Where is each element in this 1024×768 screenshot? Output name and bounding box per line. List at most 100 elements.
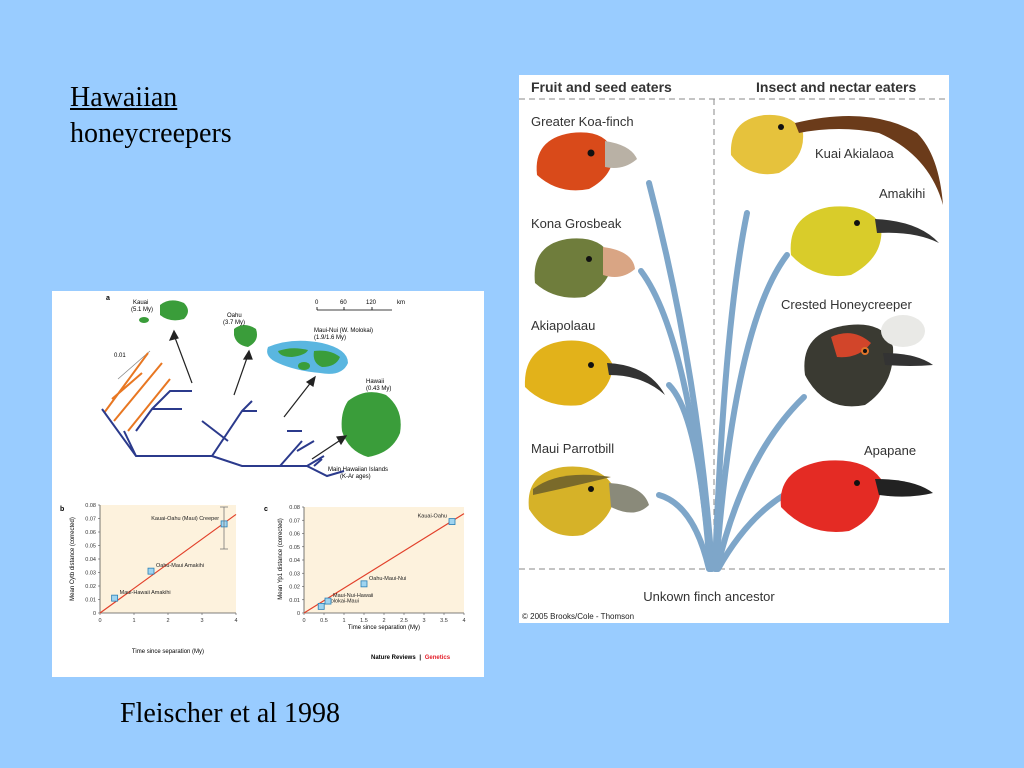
y-tick-label: 0.08 — [289, 505, 300, 511]
main-islands-label-2: (K-Ar ages) — [340, 474, 371, 480]
chart-c-ylabel: Mean Yp1 distance (corrected) — [278, 518, 284, 600]
island-mauinui-name: Maui-Nui (W. Molokai) — [314, 328, 373, 334]
fit-line — [99, 513, 237, 614]
island-hawaii-age: (0.43 My) — [366, 386, 391, 392]
data-point — [147, 567, 155, 575]
x-tick-label: 4 — [234, 618, 237, 624]
x-tick-label: 1 — [342, 618, 345, 624]
slide-title: Hawaiian honeycreepers — [70, 80, 232, 152]
main-islands-label-1: Main Hawaiian Islands — [328, 467, 388, 473]
x-tick-label: 1.5 — [360, 618, 368, 624]
x-tick-label: 0 — [302, 618, 305, 624]
chart-c-xlabel: Time since separation (My) — [348, 625, 420, 631]
bird-label-apapane: Apapane — [864, 443, 916, 458]
y-tick-label: 0.07 — [85, 517, 96, 523]
title-line-1: Hawaiian — [70, 82, 178, 113]
x-tick-label: 2.5 — [400, 618, 408, 624]
data-point-label: Kauai-Oahu — [418, 514, 447, 520]
chart-b-plot-area — [100, 505, 236, 613]
island-hawaii-shape — [341, 392, 401, 457]
header-insect-nectar: Insect and nectar eaters — [756, 79, 917, 95]
panel-c-label: c — [264, 506, 268, 513]
x-tick-label: 3 — [200, 618, 203, 624]
bird-kona-grosbeak — [534, 238, 635, 298]
y-tick-label: 0.06 — [85, 530, 96, 536]
tree-scale-label: 0.01 — [114, 353, 126, 359]
x-tick-label: 3.5 — [440, 618, 448, 624]
header-fruit-seed: Fruit and seed eaters — [531, 79, 672, 95]
y-tick-label: 0.03 — [289, 571, 300, 577]
km-scale-120: 120 — [366, 300, 377, 306]
x-tick-label: 2 — [382, 618, 385, 624]
island-oahu-age: (3.7 My) — [223, 320, 245, 326]
km-scale-unit: km — [397, 300, 405, 306]
chart-c-axes: 0 0.01 0.02 0.03 0.04 0.05 0.06 0.07 0.08 0 0.5 1 1.… — [289, 505, 465, 624]
x-tick-label: 4 — [462, 618, 465, 624]
tree-orange-branches — [103, 352, 171, 432]
data-point — [317, 602, 325, 610]
x-tick-label: 2 — [166, 618, 169, 624]
bird-radiation-figure: Fruit and seed eaters Insect and nectar … — [519, 75, 949, 623]
y-tick-label: 0 — [297, 611, 300, 617]
bird-label-akiapolaau: Akiapolaau — [531, 318, 595, 333]
data-point — [448, 518, 456, 525]
fit-line — [303, 513, 465, 614]
bird-label-maui-parrotbill: Maui Parrotbill — [531, 441, 614, 456]
bird-label-amakihi: Amakihi — [879, 186, 925, 201]
x-tick-label: 3 — [422, 618, 425, 624]
island-niihau-shape — [139, 317, 149, 323]
chart-b-axes: 0 0.01 0.02 0.03 0.04 0.05 0.06 0.07 0.08 0 1 2 3 4 — [85, 503, 237, 624]
radiation-branches — [638, 180, 807, 572]
bird-kuai-akialaoa — [730, 114, 943, 205]
journal-name: Nature Reviews — [371, 655, 416, 661]
island-mauinui-age: (1.9/1.6 My) — [314, 335, 346, 341]
island-kauai-name: Kauai — [133, 300, 148, 306]
x-tick-label: 0.5 — [320, 618, 328, 624]
bird-radiation-svg: Fruit and seed eaters Insect and nectar … — [519, 79, 949, 621]
ancestor-label: Unkown finch ancestor — [643, 589, 775, 604]
island-kauai-shape — [160, 300, 188, 321]
bird-apapane — [780, 460, 933, 532]
data-point-label: Maui-Nui-Hawaii — [333, 593, 373, 599]
island-kauai-age: (5.1 My) — [131, 307, 153, 313]
tree-navy-branches — [101, 390, 345, 478]
phylogeny-figure: a Kauai (5.1 My) Oahu (3.7 My) Maui-Nui … — [52, 291, 484, 677]
bird-amakihi — [790, 206, 939, 277]
data-point-label: Oahu-Maui Amakihi — [156, 563, 204, 569]
panel-b-label: b — [60, 506, 64, 513]
y-tick-label: 0.05 — [85, 544, 96, 550]
y-tick-label: 0.05 — [289, 545, 300, 551]
copyright-label: © 2005 Brooks/Cole - Thomson — [522, 612, 634, 621]
chart-c-plot-area — [304, 507, 464, 613]
x-tick-label: 1 — [132, 618, 135, 624]
y-tick-label: 0.07 — [289, 518, 300, 524]
x-tick-label: 0 — [98, 618, 101, 624]
slide-caption: Fleischer et al 1998 — [120, 698, 341, 729]
chart-b-ylabel: Mean Cytb distance (corrected) — [70, 517, 76, 601]
y-tick-label: 0.03 — [85, 571, 96, 577]
data-point — [324, 597, 332, 605]
bird-greater-koa-finch — [536, 132, 637, 191]
island-molokai-shape — [278, 348, 308, 357]
bird-crested-honeycreeper — [804, 315, 933, 407]
island-maui-shape — [313, 350, 340, 367]
tree-scale-bar — [117, 350, 151, 380]
y-tick-label: 0.02 — [289, 585, 300, 591]
data-point-label: Maui-Hawaii Amakihi — [120, 590, 171, 596]
chart-c: 0 0.01 0.02 0.03 0.04 0.05 0.06 0.07 0.08 0 0.5 1 1.… — [278, 505, 466, 631]
y-tick-label: 0 — [93, 611, 96, 617]
data-point-label: Molokai-Maui — [326, 598, 359, 604]
journal-separator: | — [419, 655, 421, 661]
y-tick-label: 0.01 — [289, 598, 300, 604]
title-line-2: honeycreepers — [70, 118, 232, 149]
island-arrows — [168, 329, 348, 460]
bird-maui-parrotbill — [528, 466, 649, 536]
journal-footer: Nature Reviews | Genetics — [371, 655, 451, 661]
bird-label-kona-grosbeak: Kona Grosbeak — [531, 216, 622, 231]
island-hawaii-name: Hawaii — [366, 379, 384, 385]
chart-b-xlabel: Time since separation (My) — [132, 649, 204, 655]
y-tick-label: 0.01 — [85, 598, 96, 604]
bird-akiapolaau — [524, 340, 665, 406]
island-oahu-name: Oahu — [227, 313, 242, 319]
